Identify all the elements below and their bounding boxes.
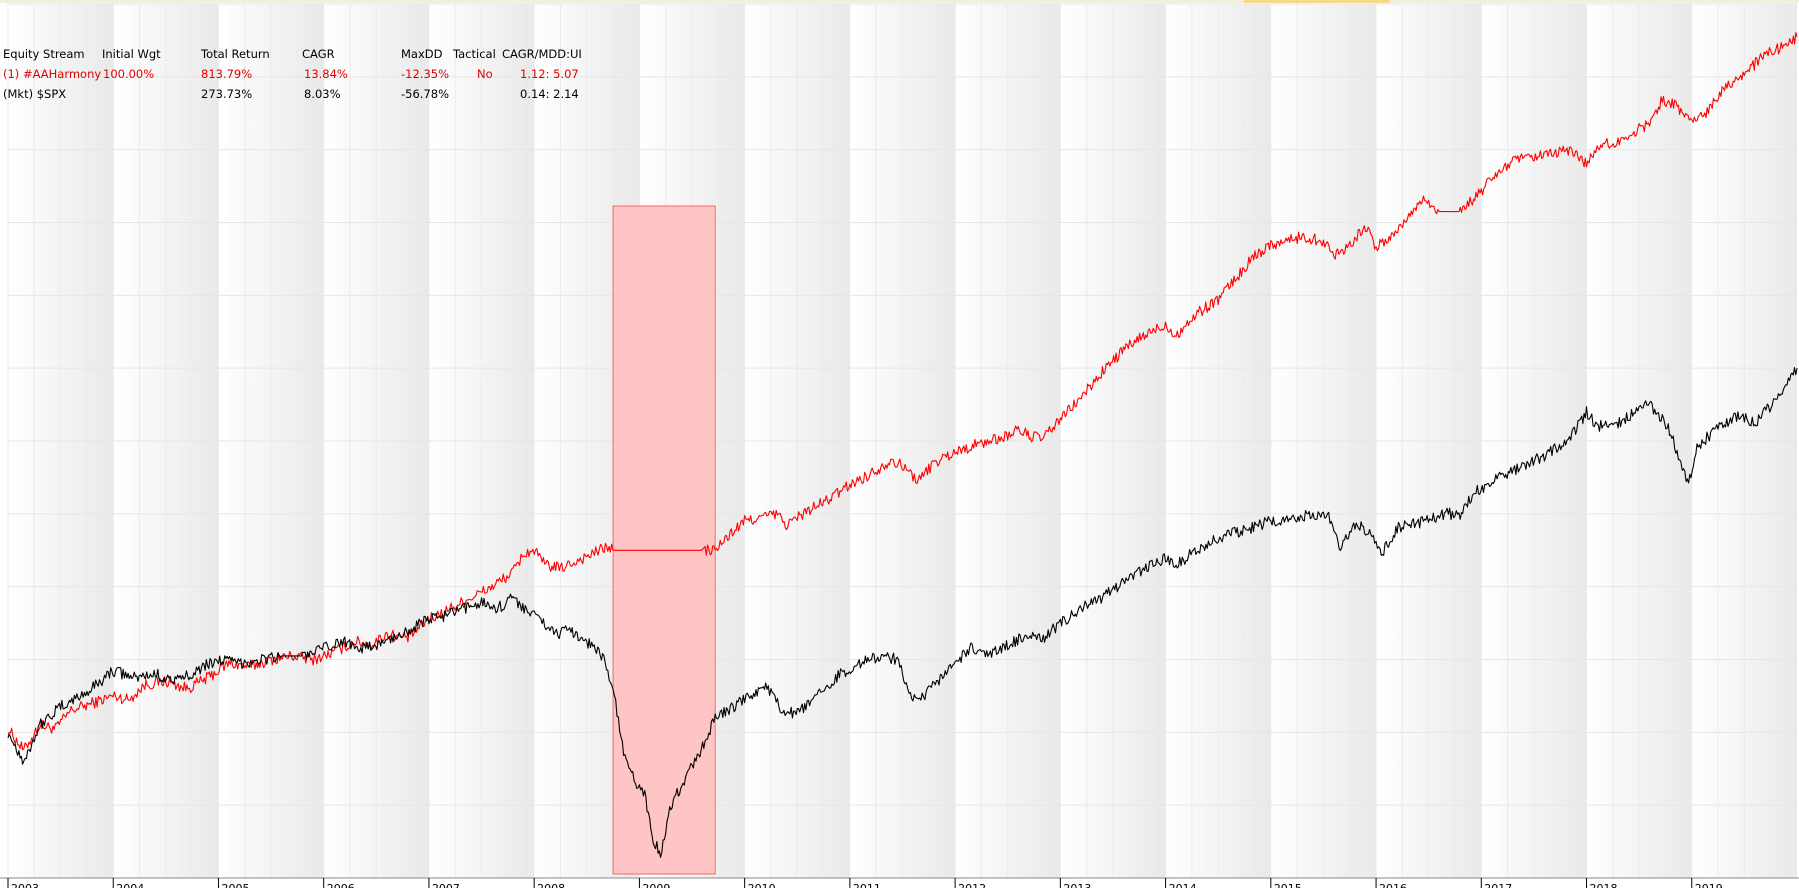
row-cagr: 8.03% [304, 87, 341, 101]
header-tactical: Tactical [453, 47, 496, 61]
x-tick-label: 2016 [1379, 882, 1407, 888]
x-tick-label: 2017 [1484, 882, 1512, 888]
x-tick-label: 2011 [853, 882, 881, 888]
x-axis: 2003 2004 2005 2006 2007 2008 2009 2010 2011 2012… [0, 877, 1799, 888]
header-maxdd: MaxDD [401, 47, 443, 61]
row-stream-name: (1) #AAHarmony [3, 67, 102, 81]
window-top-accent [1244, 0, 1390, 3]
x-tick-label: 2015 [1274, 882, 1302, 888]
header-equity-stream: Equity Stream [3, 47, 85, 61]
x-tick-label: 2003 [11, 882, 39, 888]
x-tick-label: 2012 [958, 882, 986, 888]
header-cagr-mdd-ui: CAGR/MDD:UI [502, 47, 582, 61]
x-tick-label: 2004 [116, 882, 144, 888]
x-tick-label: 2010 [748, 882, 776, 888]
x-tick-label: 2007 [432, 882, 460, 888]
drawdown-highlight-box[interactable] [612, 205, 716, 875]
series-line-spx[interactable] [7, 367, 1798, 858]
x-tick-label: 2008 [537, 882, 565, 888]
row-cagr: 13.84% [304, 67, 348, 81]
row-total-return: 273.73% [201, 87, 253, 101]
x-tick-label: 2009 [642, 882, 670, 888]
row-maxdd: -12.35% [401, 67, 449, 81]
row-initial-wgt: 100.00% [103, 67, 155, 81]
x-tick-label: 2014 [1169, 882, 1197, 888]
row-stream-name: (Mkt) $SPX [3, 87, 67, 101]
row-cagr-mdd-ui: 1.12: 5.07 [520, 67, 579, 81]
window-top-strip [0, 0, 1799, 3]
x-tick-label: 2005 [221, 882, 249, 888]
series-line-aaharmony[interactable] [7, 32, 1798, 751]
x-tick-label: 2006 [327, 882, 355, 888]
header-initial-wgt: Initial Wgt [102, 47, 161, 61]
highlight-region [612, 205, 716, 875]
row-tactical: No [477, 67, 493, 81]
row-maxdd: -56.78% [401, 87, 449, 101]
row-total-return: 813.79% [201, 67, 253, 81]
x-tick-label: 2013 [1063, 882, 1091, 888]
header-total-return: Total Return [201, 47, 270, 61]
header-cagr: CAGR [302, 47, 335, 61]
x-tick-label: 2019 [1695, 882, 1723, 888]
row-cagr-mdd-ui: 0.14: 2.14 [520, 87, 579, 101]
x-tick-label: 2018 [1590, 882, 1618, 888]
series-lines [7, 32, 1798, 858]
grid-lines [7, 3, 1797, 879]
